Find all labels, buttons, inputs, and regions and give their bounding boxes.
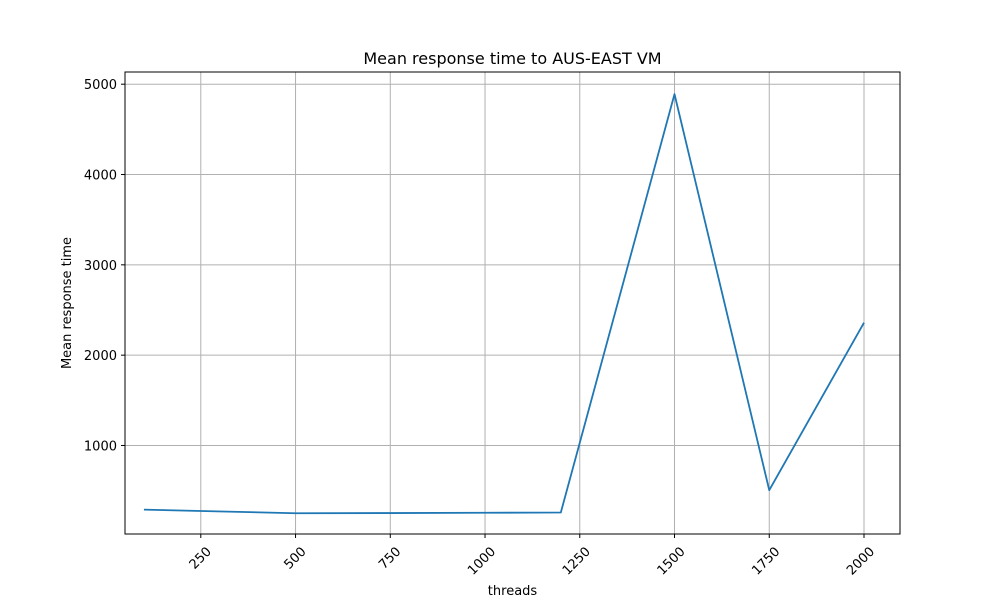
series-line xyxy=(143,93,865,515)
grid xyxy=(125,72,900,534)
series-layer xyxy=(143,93,865,515)
x-axis-label: threads xyxy=(488,584,538,599)
y-tick-label: 2000 xyxy=(84,349,117,364)
y-tick-label: 4000 xyxy=(84,169,117,184)
y-tick-label: 1000 xyxy=(84,439,117,454)
y-tick-label: 3000 xyxy=(84,259,117,274)
plot-area-frame xyxy=(124,71,901,535)
y-axis-label: Mean response time xyxy=(60,237,75,369)
chart-title: Mean response time to AUS-EAST VM xyxy=(363,49,661,68)
y-tick-label: 5000 xyxy=(84,78,117,93)
